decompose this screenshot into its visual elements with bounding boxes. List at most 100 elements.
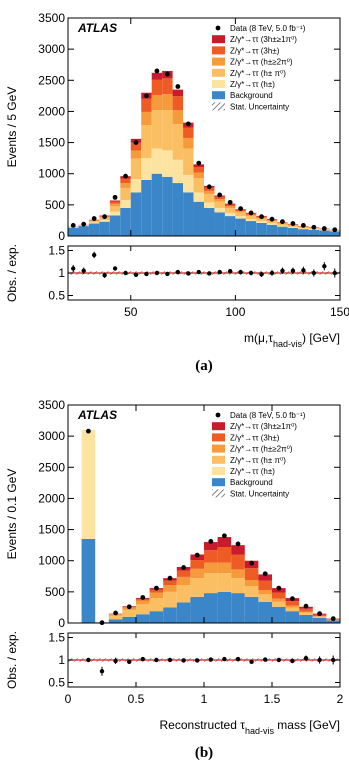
legend-label: Z/γ*→ττ (h±≥2π⁰): [230, 58, 293, 67]
ratio-point: [140, 656, 145, 662]
caption: (b): [195, 745, 213, 761]
x-axis-title-part: Reconstructed τ: [160, 718, 246, 732]
ratio-y-tick-label: 0.5: [48, 676, 65, 690]
data-point: [321, 226, 327, 231]
legend-swatch: [212, 478, 225, 487]
histogram-segment: [214, 196, 225, 200]
histogram-segment: [299, 612, 313, 615]
ratio-point: [167, 657, 173, 663]
ratio-point: [113, 658, 118, 664]
ratio-y-axis-title: Obs. / exp.: [5, 244, 19, 302]
histogram-segment: [109, 200, 121, 202]
histogram-segment: [285, 607, 300, 612]
histogram-segment: [231, 578, 245, 594]
ratio-point: [123, 270, 128, 276]
histogram-segment: [99, 220, 110, 222]
histogram-segment: [162, 94, 173, 111]
histogram-segment: [256, 222, 267, 236]
histogram-segment: [163, 585, 177, 592]
histogram-segment: [163, 580, 177, 586]
x-axis-title: m(μ,τhad-vis) [GeV]: [244, 331, 340, 349]
histogram-segment: [204, 573, 218, 594]
histogram-segment: [151, 110, 163, 149]
histogram-segment: [163, 607, 177, 623]
y-tick-label: 1500: [38, 523, 65, 537]
legend-label: Z/γ*→ττ (3h±): [230, 46, 280, 55]
histogram-segment: [299, 614, 313, 623]
y-axis-title: Events / 5 GeV: [5, 87, 19, 168]
legend-swatch: [212, 57, 225, 66]
histogram-segment: [149, 611, 164, 623]
histogram-segment: [81, 538, 96, 623]
histogram-segment: [231, 545, 245, 555]
histogram-segment: [245, 218, 257, 222]
ratio-point: [91, 252, 97, 258]
legend-label: Z/γ*→ττ (3h±≥1π⁰): [230, 35, 297, 44]
data-point: [238, 206, 244, 211]
data-point: [185, 121, 191, 127]
histogram-segment: [312, 616, 327, 617]
ratio-point: [263, 657, 268, 662]
legend-label: Stat. Uncertainty: [230, 489, 289, 498]
ratio-point: [290, 658, 295, 664]
histogram-segment: [256, 221, 267, 223]
histogram-segment: [231, 569, 245, 579]
ratio-point: [133, 272, 139, 277]
legend-label: Data (8 TeV, 5.0 fb⁻¹): [230, 24, 306, 33]
ratio-point: [311, 270, 317, 276]
histogram-segment: [204, 207, 215, 236]
histogram-segment: [183, 174, 194, 193]
histogram-segment: [244, 568, 259, 581]
histogram-segment: [224, 216, 236, 236]
legend-label: Background: [230, 478, 273, 487]
y-tick-label: 500: [45, 585, 65, 599]
histogram-segment: [298, 228, 309, 230]
histogram-segment: [204, 593, 218, 623]
histogram-segment: [122, 616, 136, 623]
histogram-segment: [308, 229, 320, 236]
ratio-point: [154, 657, 159, 663]
histogram-segment: [204, 542, 218, 551]
histogram-segment: [151, 173, 163, 236]
histogram-segment: [217, 591, 232, 623]
histogram-segment: [217, 562, 232, 574]
x-axis-title-part: m(μ,τ: [244, 331, 273, 345]
data-point: [259, 214, 264, 220]
ratio-point: [332, 270, 337, 276]
histogram-segment: [190, 568, 204, 579]
histogram-segment: [130, 192, 142, 236]
ratio-point: [71, 266, 76, 271]
legend-swatch: [212, 35, 225, 44]
histogram-segment: [183, 148, 194, 175]
histogram-segment: [272, 606, 286, 623]
data-point: [300, 223, 306, 228]
histogram-segment: [109, 206, 121, 212]
atlas-label: ATLAS: [77, 408, 117, 422]
data-point: [113, 610, 118, 616]
data-point: [133, 140, 139, 145]
data-point: [126, 604, 132, 610]
histogram-segment: [298, 229, 309, 236]
ratio-point: [248, 270, 254, 276]
ratio-y-tick-label: 1: [58, 266, 65, 280]
histogram-segment: [88, 223, 100, 236]
data-point: [144, 93, 149, 99]
legend-swatch: [212, 80, 225, 88]
histogram-segment: [141, 111, 152, 126]
y-tick-label: 2500: [38, 73, 65, 87]
histogram-segment: [176, 585, 191, 603]
data-point: [303, 603, 309, 609]
legend-label: Stat. Uncertainty: [230, 102, 289, 111]
legend-marker: [215, 412, 221, 418]
histogram-segment: [176, 570, 191, 577]
legend-swatch: [212, 46, 225, 55]
histogram-segment: [266, 224, 278, 236]
ratio-point: [144, 271, 149, 277]
histogram-segment: [245, 221, 257, 236]
ratio-y-tick-label: 0.5: [48, 289, 65, 303]
data-point: [262, 571, 268, 577]
histogram-segment: [204, 194, 215, 203]
histogram-segment: [151, 94, 163, 111]
ratio-point: [249, 659, 254, 664]
histogram-segment: [136, 604, 150, 615]
